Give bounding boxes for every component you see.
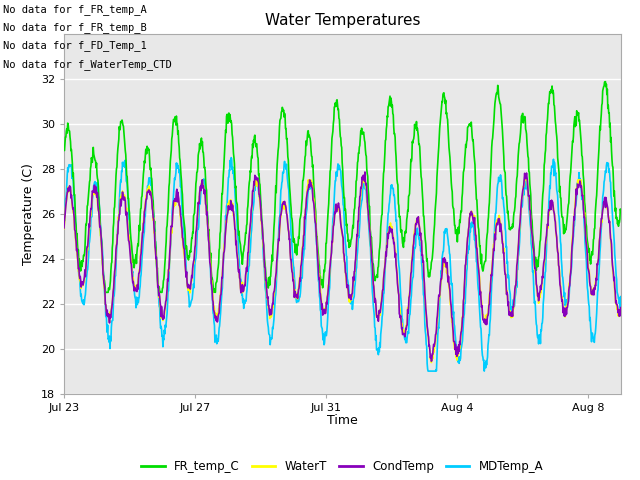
Legend: FR_temp_C, WaterT, CondTemp, MDTemp_A: FR_temp_C, WaterT, CondTemp, MDTemp_A bbox=[136, 455, 548, 478]
Line: WaterT: WaterT bbox=[64, 180, 621, 362]
FR_temp_C bbox=[365, 192, 372, 198]
MDTemp_A bbox=[302, 214, 310, 219]
WaterT bbox=[198, 177, 206, 183]
MDTemp_A bbox=[60, 218, 68, 224]
Line: MDTemp_A: MDTemp_A bbox=[64, 157, 621, 371]
X-axis label: Time: Time bbox=[327, 414, 358, 427]
FR_temp_C bbox=[134, 243, 142, 249]
Title: Water Temperatures: Water Temperatures bbox=[265, 13, 420, 28]
CondTemp bbox=[428, 358, 435, 364]
MDTemp_A bbox=[617, 294, 625, 300]
CondTemp bbox=[353, 239, 360, 244]
FR_temp_C bbox=[617, 209, 625, 215]
Text: No data for f_WaterTemp_CTD: No data for f_WaterTemp_CTD bbox=[3, 59, 172, 70]
MDTemp_A bbox=[353, 253, 361, 259]
CondTemp bbox=[365, 214, 372, 220]
MDTemp_A bbox=[365, 221, 372, 227]
Line: CondTemp: CondTemp bbox=[64, 172, 621, 361]
WaterT bbox=[248, 201, 256, 207]
WaterT bbox=[428, 360, 435, 365]
MDTemp_A bbox=[227, 155, 235, 160]
CondTemp bbox=[154, 285, 162, 290]
CondTemp bbox=[361, 169, 369, 175]
MDTemp_A bbox=[424, 368, 432, 374]
WaterT bbox=[134, 279, 141, 285]
MDTemp_A bbox=[248, 219, 256, 225]
FR_temp_C bbox=[60, 147, 68, 153]
Text: No data for f_FD_Temp_1: No data for f_FD_Temp_1 bbox=[3, 40, 147, 51]
CondTemp bbox=[60, 225, 68, 231]
Line: FR_temp_C: FR_temp_C bbox=[64, 82, 621, 292]
CondTemp bbox=[134, 287, 141, 292]
FR_temp_C bbox=[353, 170, 361, 176]
WaterT bbox=[60, 226, 68, 231]
MDTemp_A bbox=[154, 281, 162, 287]
FR_temp_C bbox=[302, 138, 310, 144]
FR_temp_C bbox=[601, 79, 609, 84]
CondTemp bbox=[248, 204, 255, 210]
Y-axis label: Temperature (C): Temperature (C) bbox=[22, 163, 35, 264]
FR_temp_C bbox=[102, 289, 109, 295]
MDTemp_A bbox=[134, 295, 141, 300]
WaterT bbox=[617, 307, 625, 312]
Text: No data for f_FR_temp_B: No data for f_FR_temp_B bbox=[3, 22, 147, 33]
CondTemp bbox=[617, 305, 625, 311]
WaterT bbox=[154, 284, 162, 290]
WaterT bbox=[365, 214, 372, 220]
WaterT bbox=[353, 236, 361, 241]
FR_temp_C bbox=[248, 155, 256, 161]
FR_temp_C bbox=[154, 284, 162, 289]
CondTemp bbox=[301, 207, 309, 213]
WaterT bbox=[302, 203, 310, 208]
Text: No data for f_FR_temp_A: No data for f_FR_temp_A bbox=[3, 4, 147, 15]
